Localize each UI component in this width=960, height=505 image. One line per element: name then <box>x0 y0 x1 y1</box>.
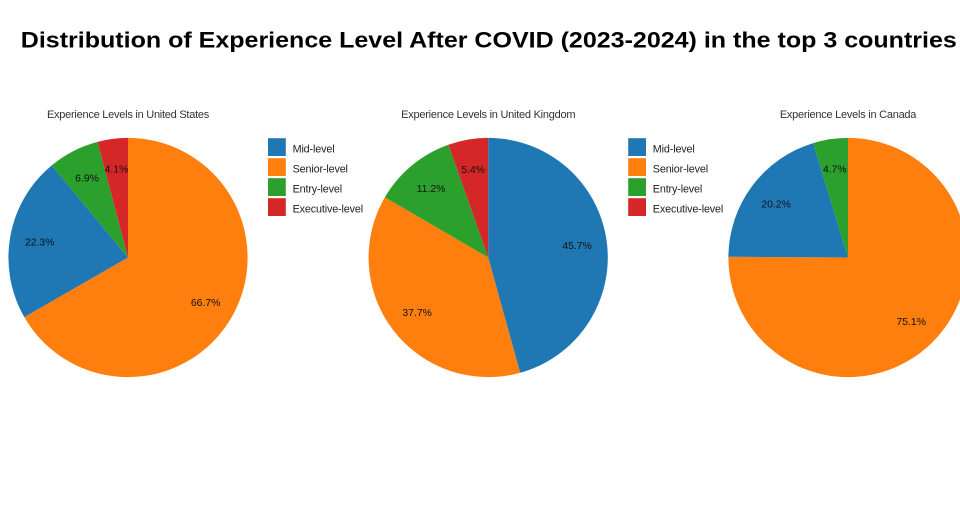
svg-text:4.7%: 4.7% <box>823 165 847 176</box>
svg-text:Entry-level: Entry-level <box>653 184 702 196</box>
svg-text:37.7%: 37.7% <box>402 308 431 319</box>
svg-text:22.3%: 22.3% <box>25 237 54 248</box>
svg-text:66.7%: 66.7% <box>191 298 220 309</box>
svg-text:4.1%: 4.1% <box>105 164 129 175</box>
svg-text:45.7%: 45.7% <box>562 241 591 252</box>
svg-text:20.2%: 20.2% <box>761 200 790 211</box>
svg-text:Experience Levels in United Ki: Experience Levels in United Kingdom <box>401 109 575 121</box>
svg-text:Executive-level: Executive-level <box>293 204 363 216</box>
svg-text:Experience Levels in United St: Experience Levels in United States <box>47 109 210 121</box>
svg-text:Executive-level: Executive-level <box>653 204 723 216</box>
svg-text:Mid-level: Mid-level <box>653 144 695 156</box>
svg-text:Entry-level: Entry-level <box>293 184 342 196</box>
svg-text:Experience Levels in Canada: Experience Levels in Canada <box>780 109 917 121</box>
svg-text:Distribution of Experience Lev: Distribution of Experience Level After C… <box>21 28 957 53</box>
svg-text:75.1%: 75.1% <box>896 317 925 328</box>
svg-text:Senior-level: Senior-level <box>653 164 708 176</box>
svg-text:Senior-level: Senior-level <box>293 164 348 176</box>
svg-text:11.2%: 11.2% <box>417 184 446 195</box>
svg-text:6.9%: 6.9% <box>75 174 99 185</box>
svg-text:5.4%: 5.4% <box>461 165 485 176</box>
svg-text:Mid-level: Mid-level <box>293 144 335 156</box>
